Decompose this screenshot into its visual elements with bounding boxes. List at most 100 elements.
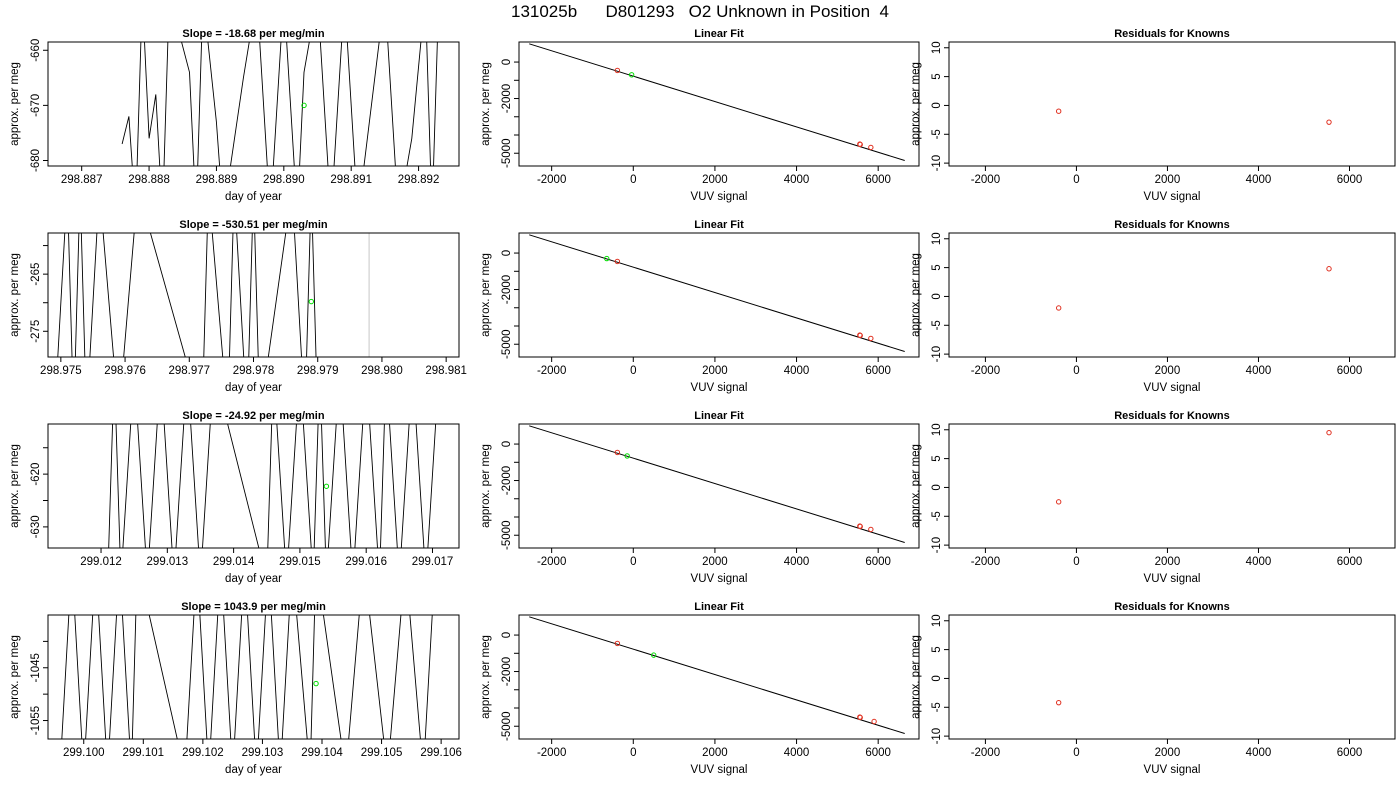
y-axis-label: approx. per meg <box>480 635 492 719</box>
x-tick-label: 0 <box>630 556 636 568</box>
known-point <box>614 640 621 647</box>
y-tick-label: -5 <box>931 129 943 139</box>
plot-frame <box>518 423 920 549</box>
x-axis-label: VUV signal <box>691 764 748 776</box>
x-tick-label: -2000 <box>971 556 1000 568</box>
y-tick-label: -10 <box>931 346 943 363</box>
unknown-point <box>604 255 610 262</box>
y-tick-label: 0 <box>931 102 943 108</box>
y-tick-label: 0 <box>501 59 513 65</box>
x-tick-label: -2000 <box>971 747 1000 759</box>
known-point <box>1326 266 1332 272</box>
x-tick-label: 4000 <box>1246 556 1272 568</box>
x-tick-label: 298.980 <box>361 365 403 377</box>
plot-frame <box>518 614 920 740</box>
x-tick-label: 299.017 <box>412 556 454 568</box>
x-axis-label: day of year <box>225 764 282 776</box>
x-tick-label: 4000 <box>784 747 810 759</box>
x-axis-label: day of year <box>225 191 282 203</box>
plot-frame <box>47 614 460 740</box>
x-tick-label: 0 <box>1073 556 1079 568</box>
known-point <box>857 523 863 530</box>
x-tick-label: 298.887 <box>61 174 103 186</box>
known-point <box>857 332 863 339</box>
y-tick-label: 0 <box>501 250 513 256</box>
plot-frame <box>47 232 460 358</box>
x-tick-label: 298.976 <box>104 365 146 377</box>
unknown-point <box>308 298 314 305</box>
y-tick-label: -660 <box>30 39 42 62</box>
x-axis-label: day of year <box>225 573 282 585</box>
x-tick-label: 4000 <box>1246 747 1272 759</box>
x-tick-label: -2000 <box>971 174 1000 186</box>
unknown-point <box>650 652 657 658</box>
known-point <box>1055 699 1062 706</box>
x-tick-label: 6000 <box>1337 174 1363 186</box>
y-tick-label: -5 <box>931 320 943 330</box>
y-axis-label: approx. per meg <box>910 62 922 146</box>
fit-line <box>529 425 905 544</box>
x-tick-label: 6000 <box>1337 556 1363 568</box>
plot-frame <box>518 41 920 167</box>
figure-title: 131025b D801293 O2 Unknown in Position 4 <box>510 2 890 21</box>
x-tick-label: -2000 <box>537 365 566 377</box>
x-axis-label: day of year <box>225 382 282 394</box>
x-tick-label: 299.014 <box>213 556 255 568</box>
panel-title: Linear Fit <box>694 219 744 231</box>
y-tick-label: 10 <box>931 232 943 245</box>
unknown-point <box>323 483 330 489</box>
x-tick-label: 299.102 <box>182 747 224 759</box>
plot-frame <box>518 232 920 358</box>
y-tick-label: -680 <box>30 149 42 172</box>
x-tick-label: 2000 <box>702 365 728 377</box>
x-axis-label: VUV signal <box>1144 573 1201 585</box>
plot-area <box>61 615 433 739</box>
x-tick-label: 0 <box>630 747 636 759</box>
fit-line <box>529 616 905 735</box>
y-axis-label: approx. per meg <box>9 635 21 719</box>
x-axis-label: VUV signal <box>691 191 748 203</box>
y-tick-label: -5 <box>931 702 943 712</box>
panel-3-1: Slope = -24.92 per meg/min 299.012 299.013… <box>9 410 460 585</box>
plot-area <box>108 424 437 548</box>
x-tick-label: 6000 <box>1337 365 1363 377</box>
x-tick-label: 299.101 <box>123 747 165 759</box>
plot-area <box>121 42 438 166</box>
plot-area <box>1055 266 1332 311</box>
panel-2-3: Residuals for Knowns -2000 0 2000 4000 6000 -1… <box>910 219 1396 394</box>
x-tick-label: 0 <box>1073 747 1079 759</box>
plot-area <box>1055 699 1062 706</box>
panel-title: Residuals for Knowns <box>1114 410 1230 422</box>
unknown-point <box>301 102 307 109</box>
y-tick-label: -265 <box>30 263 42 286</box>
plot-frame <box>948 614 1396 740</box>
known-point <box>614 67 621 74</box>
panel-title: Linear Fit <box>694 410 744 422</box>
known-point <box>1055 305 1062 311</box>
x-tick-label: 2000 <box>702 556 728 568</box>
x-tick-label: 299.012 <box>80 556 122 568</box>
y-tick-label: -2000 <box>501 466 513 495</box>
known-point <box>857 714 863 721</box>
y-tick-label: 10 <box>931 41 943 54</box>
y-tick-label: 10 <box>931 614 943 627</box>
y-axis-label: approx. per meg <box>910 635 922 719</box>
y-tick-label: 10 <box>931 423 943 436</box>
x-tick-label: 2000 <box>702 747 728 759</box>
trace-line <box>61 615 433 739</box>
y-tick-label: -1045 <box>30 653 42 682</box>
known-point <box>857 141 863 148</box>
x-tick-label: 2000 <box>1155 747 1181 759</box>
y-axis-label: approx. per meg <box>9 444 21 528</box>
y-axis-label: approx. per meg <box>480 444 492 528</box>
x-tick-label: 298.892 <box>398 174 440 186</box>
plot-area <box>529 425 905 544</box>
plot-area <box>529 43 905 162</box>
known-point <box>614 258 621 265</box>
panel-title: Residuals for Knowns <box>1114 601 1230 613</box>
x-tick-label: -2000 <box>537 556 566 568</box>
x-tick-label: 298.890 <box>263 174 305 186</box>
x-tick-label: 298.888 <box>128 174 170 186</box>
panel-1-1: Slope = -18.68 per meg/min 298.887 298.888… <box>9 28 460 203</box>
